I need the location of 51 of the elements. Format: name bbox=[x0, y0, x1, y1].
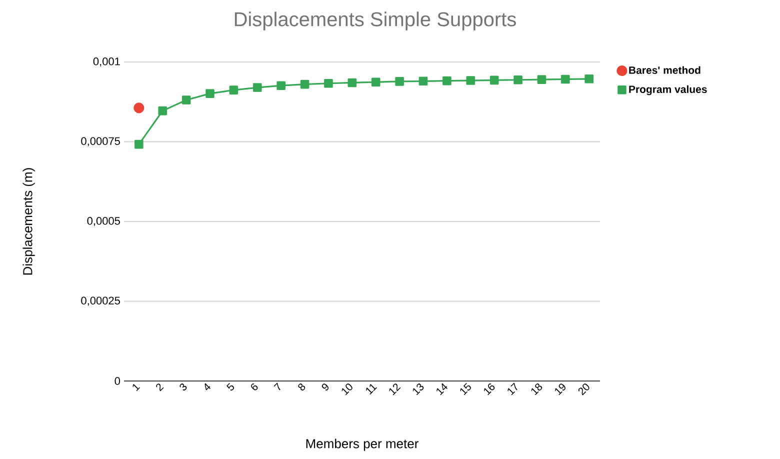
point bbox=[418, 76, 428, 86]
x-tick-label: 19 bbox=[555, 384, 566, 396]
point bbox=[182, 96, 191, 104]
point bbox=[442, 76, 452, 86]
x-tick-label: 14 bbox=[436, 383, 448, 396]
y-axis-title: Displacements (m) bbox=[22, 168, 35, 275]
legend-label: Program values bbox=[629, 85, 707, 96]
x-tick-label: 20 bbox=[578, 384, 590, 396]
point bbox=[276, 81, 286, 90]
x-tick-label: 12 bbox=[389, 384, 401, 396]
x-tick-label: 13 bbox=[412, 384, 424, 396]
x-tick-label: 17 bbox=[508, 382, 518, 396]
point bbox=[371, 78, 380, 86]
point bbox=[252, 83, 262, 92]
point bbox=[134, 140, 144, 149]
x-tick-label: 6 bbox=[251, 384, 258, 390]
x-tick-label: 18 bbox=[531, 384, 542, 396]
x-tick-label: 11 bbox=[366, 384, 377, 395]
point bbox=[300, 80, 310, 89]
y-tick-label: 0,00025 bbox=[81, 296, 120, 306]
x-tick-label: 7 bbox=[274, 382, 280, 390]
legend-label: Bares' method bbox=[629, 66, 700, 74]
x-tick-label: 4 bbox=[204, 383, 211, 390]
point bbox=[324, 78, 333, 88]
x-tick-label: 10 bbox=[342, 384, 352, 396]
point bbox=[561, 74, 570, 84]
point bbox=[158, 106, 168, 116]
x-tick-label: 15 bbox=[460, 382, 471, 396]
point bbox=[514, 75, 522, 84]
point bbox=[348, 78, 357, 88]
x-tick-label: 1 bbox=[132, 384, 140, 392]
x-tick-label: 16 bbox=[484, 384, 495, 396]
y-tick-label: 0,0005 bbox=[87, 216, 120, 226]
x-axis-title: Members per meter bbox=[306, 438, 418, 451]
point bbox=[584, 74, 594, 84]
point bbox=[490, 76, 499, 85]
y-tick-label: 0,00075 bbox=[81, 137, 120, 146]
x-tick-label: 8 bbox=[298, 384, 306, 391]
x-tick-label: 3 bbox=[180, 384, 187, 391]
x-tick-label: 2 bbox=[156, 384, 164, 392]
point bbox=[206, 89, 214, 98]
point bbox=[134, 102, 144, 114]
chart-title: Displacements Simple Supports bbox=[234, 12, 516, 30]
point bbox=[466, 76, 476, 85]
x-tick-label: 5 bbox=[226, 382, 234, 391]
y-tick-label: 0 bbox=[114, 377, 120, 385]
x-tick-label: 9 bbox=[322, 384, 329, 390]
point bbox=[229, 86, 238, 94]
point bbox=[537, 75, 546, 84]
y-tick-label: 0,001 bbox=[93, 57, 120, 67]
point bbox=[395, 77, 404, 86]
